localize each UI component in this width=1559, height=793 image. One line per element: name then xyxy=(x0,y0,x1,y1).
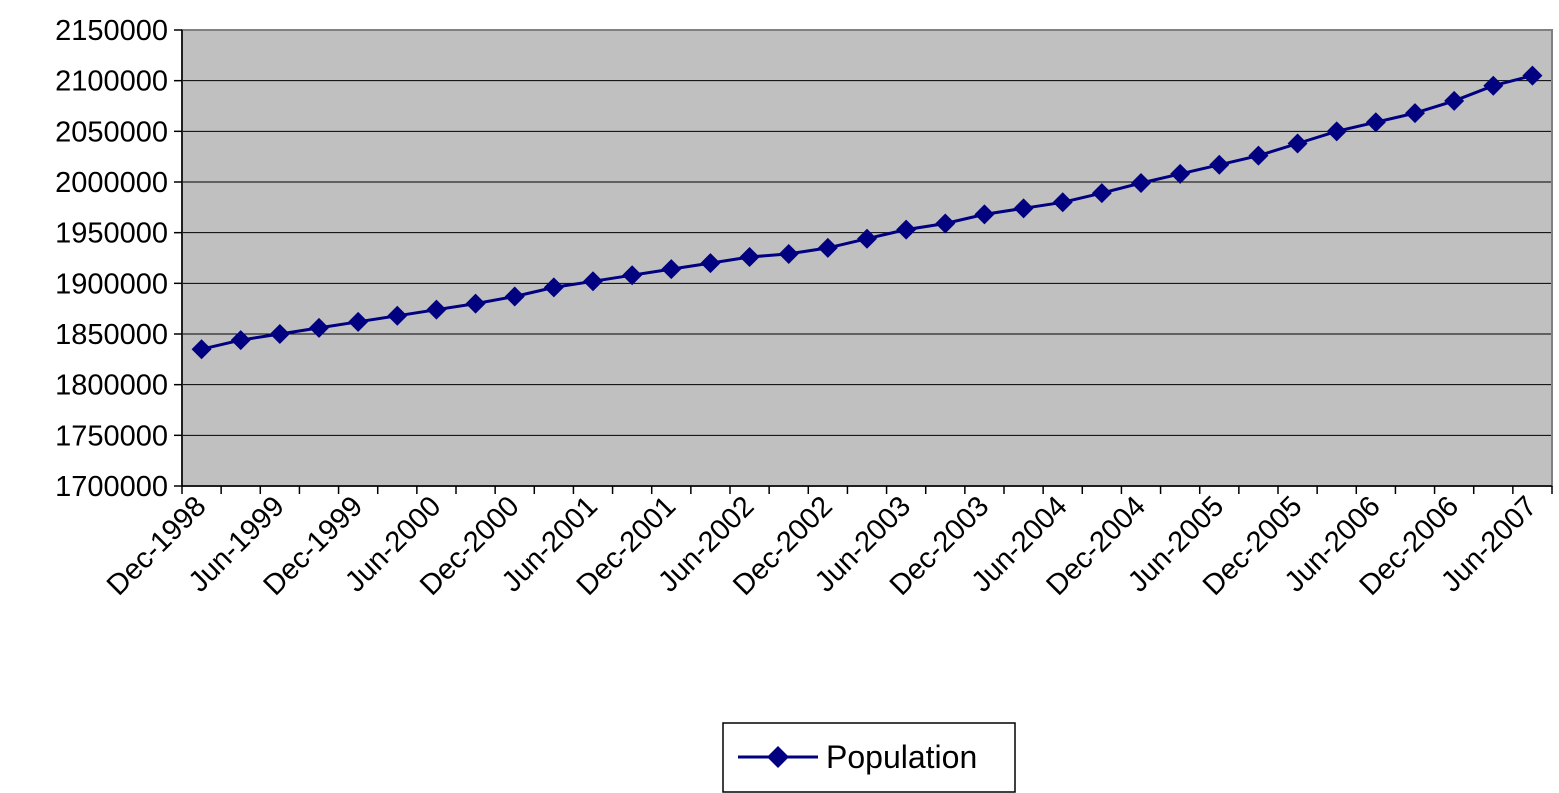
legend-marker-diamond xyxy=(767,746,789,768)
data-point xyxy=(1052,192,1073,213)
data-point xyxy=(230,330,251,351)
data-point xyxy=(622,265,643,286)
data-point xyxy=(1483,75,1504,96)
data-point xyxy=(465,293,486,314)
data-point xyxy=(348,311,369,332)
data-point xyxy=(739,246,760,267)
data-point xyxy=(1170,163,1191,184)
data-point xyxy=(661,259,682,280)
data-point xyxy=(1209,154,1230,175)
data-point xyxy=(817,237,838,258)
y-tick-label: 2150000 xyxy=(55,15,168,47)
y-tick-label: 1750000 xyxy=(55,420,168,452)
data-point xyxy=(1444,90,1465,111)
y-tick-label: 1700000 xyxy=(55,471,168,503)
data-point xyxy=(426,299,447,320)
y-tick-label: 1800000 xyxy=(55,370,168,402)
data-point xyxy=(1248,145,1269,166)
y-tick-label: 1900000 xyxy=(55,268,168,300)
y-tick-label: 1850000 xyxy=(55,319,168,351)
legend-label-population: Population xyxy=(826,739,977,775)
axes xyxy=(174,29,1553,494)
data-point xyxy=(504,286,525,307)
data-point xyxy=(269,324,290,344)
data-point xyxy=(896,219,917,240)
data-point xyxy=(387,305,408,326)
plot-area xyxy=(182,30,1552,486)
y-tick-label: 1950000 xyxy=(55,218,168,250)
x-tick-labels: Dec-1998Jun-1999Dec-1999Jun-2000Dec-2000… xyxy=(101,490,1543,602)
data-point xyxy=(1287,133,1308,154)
y-tick-label: 2000000 xyxy=(55,167,168,199)
data-point xyxy=(583,271,603,292)
y-tick-label: 2050000 xyxy=(55,116,168,148)
data-point xyxy=(974,204,995,225)
series-population xyxy=(191,65,1543,360)
data-point xyxy=(778,243,799,264)
data-point xyxy=(857,228,877,249)
y-tick-label: 2100000 xyxy=(55,66,168,98)
data-point xyxy=(1522,65,1543,86)
data-point xyxy=(309,317,329,338)
data-point xyxy=(1326,121,1347,142)
data-point xyxy=(1131,173,1151,194)
data-point xyxy=(1365,112,1386,133)
data-point xyxy=(1405,103,1425,124)
data-point xyxy=(1013,198,1034,219)
legend: Population xyxy=(722,722,1016,793)
data-point xyxy=(191,339,212,360)
y-tick-labels: 1700000 1750000 1800000 1850000 1900000 19500… xyxy=(55,15,168,503)
data-point xyxy=(935,213,956,234)
data-point xyxy=(543,277,564,298)
data-point xyxy=(700,253,721,274)
data-point xyxy=(1091,183,1112,204)
